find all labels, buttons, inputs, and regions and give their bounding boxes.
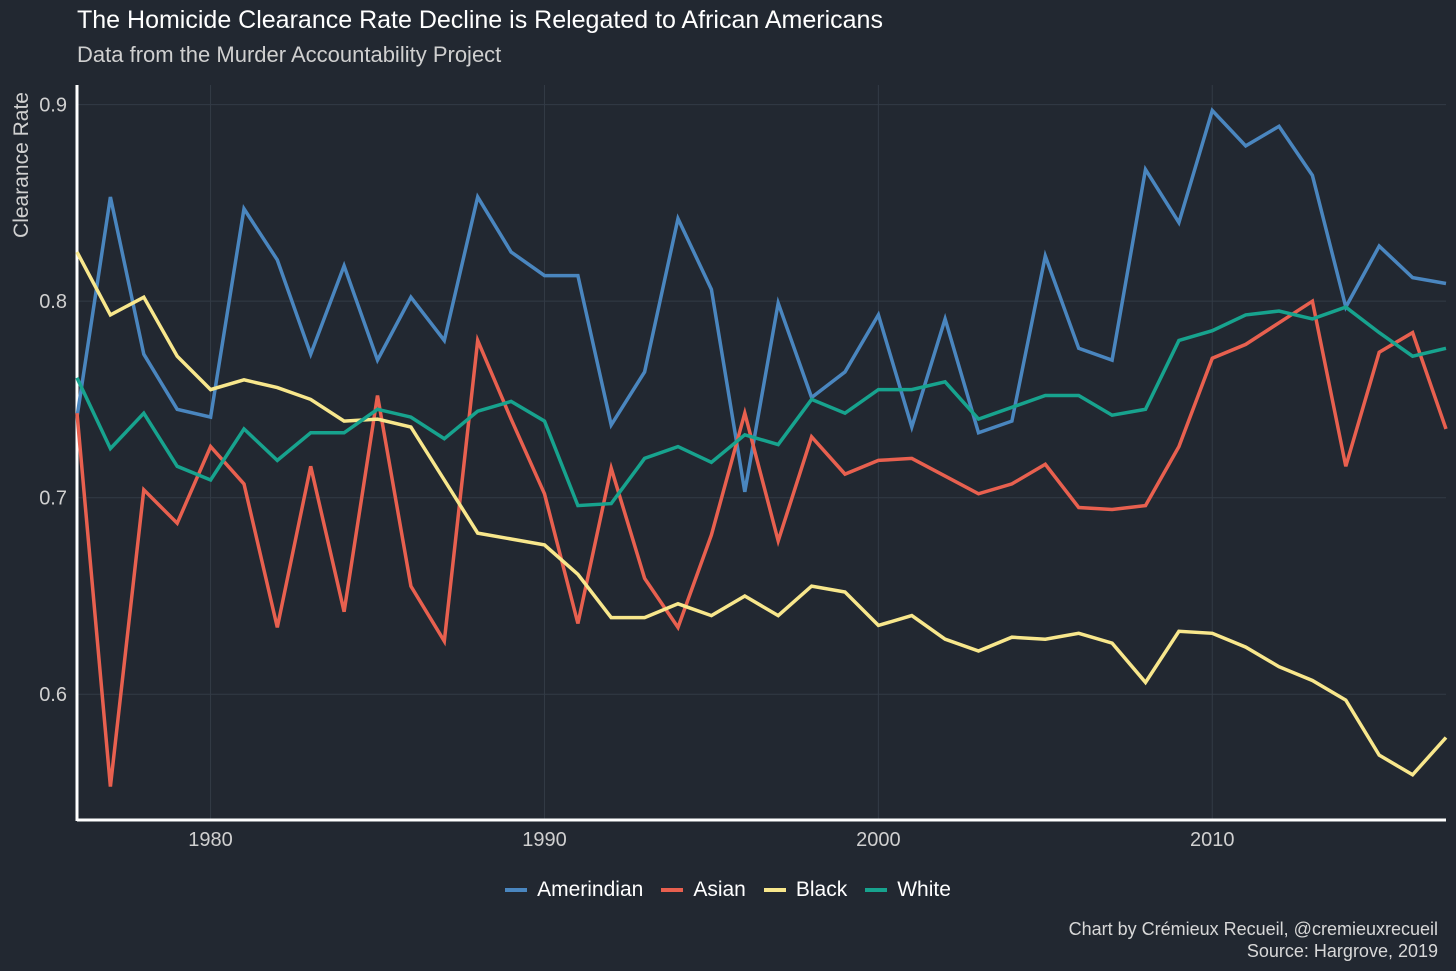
legend-label: Asian — [693, 878, 746, 901]
caption-source: Source: Hargrove, 2019 — [1246, 941, 1438, 961]
caption: Chart by Crémieux Recueil, @cremieuxrecu… — [1069, 918, 1438, 962]
legend-item-amerindian: Amerindian — [505, 878, 643, 902]
x-tick-label: 1980 — [188, 829, 233, 851]
y-tick-label: 0.8 — [39, 291, 67, 313]
legend-swatch — [661, 888, 684, 892]
legend-item-asian: Asian — [661, 878, 746, 902]
x-tick-label: 2000 — [856, 829, 901, 851]
series-line-amerindian — [75, 107, 1447, 493]
legend: Amerindian Asian Black White — [0, 878, 1456, 902]
legend-swatch — [763, 888, 786, 892]
series-line-white — [75, 305, 1447, 508]
chart-subtitle: Data from the Murder Accountability Proj… — [77, 42, 502, 67]
series-line-asian — [75, 298, 1448, 787]
x-tick-label: 1990 — [522, 829, 567, 851]
y-tick-label: 0.6 — [39, 684, 67, 706]
legend-label: Black — [795, 878, 848, 901]
legend-item-white: White — [865, 878, 951, 902]
y-axis-label: Clearance Rate — [10, 92, 33, 238]
y-tick-label: 0.9 — [39, 95, 67, 117]
y-tick-label: 0.7 — [39, 488, 67, 510]
series-line-black — [75, 251, 1448, 778]
x-tick-label: 2010 — [1190, 829, 1235, 851]
legend-item-black: Black — [763, 878, 848, 902]
legend-label: Amerindian — [537, 878, 644, 901]
legend-swatch — [865, 888, 888, 892]
legend-label: White — [897, 878, 951, 901]
chart-title: The Homicide Clearance Rate Decline is R… — [77, 6, 883, 34]
caption-credit: Chart by Crémieux Recueil, @cremieuxrecu… — [1068, 919, 1438, 939]
legend-swatch — [505, 888, 528, 892]
